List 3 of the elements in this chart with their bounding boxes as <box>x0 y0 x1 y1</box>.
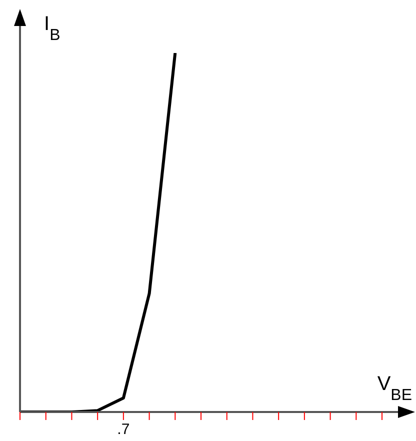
x-axis-title: V$_{BE}$ <box>377 373 412 404</box>
text: .7 <box>117 421 130 438</box>
y-axis-title: I$_{B}$ <box>44 13 60 44</box>
